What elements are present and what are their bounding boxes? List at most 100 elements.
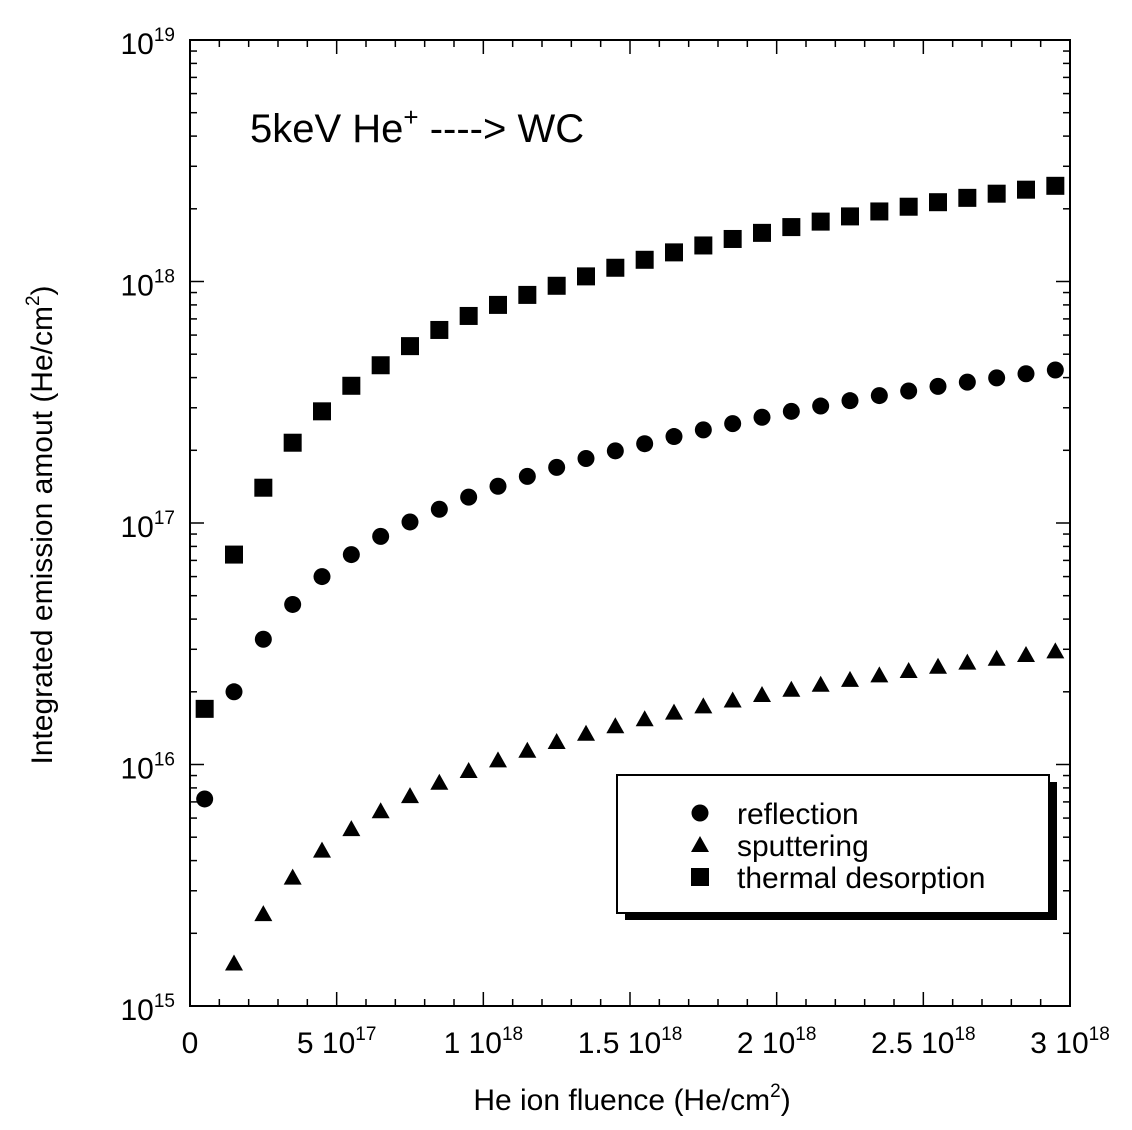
data-point-circle [665,428,683,446]
series-circle [196,361,1064,808]
data-point-square [753,223,771,242]
data-point-circle [372,527,390,545]
data-point-square [313,402,331,421]
x-tick-labels: 0 5 1017 1 1018 1.5 1018 2 1018 2.5 1018 3 101… [182,1024,1110,1060]
data-point-square [870,202,889,221]
x-tick-label: 5 1017 [297,1024,377,1060]
data-point-square [225,545,243,564]
data-point-circle [401,513,419,531]
data-point-circle [694,421,712,439]
data-point-circle [988,369,1006,387]
data-point-circle [636,435,654,453]
data-point-triangle [577,724,595,741]
annotation: 5keV He+ ----> WC [250,102,584,151]
data-point-square [987,184,1006,203]
data-point-circle [548,458,566,476]
y-tick-labels: 1015 1016 1017 1018 1019 [120,25,175,1027]
data-point-circle [900,382,918,400]
data-point-circle [342,546,360,564]
data-point-square [899,197,918,216]
data-point-circle [430,500,448,518]
x-tick-label: 1 1018 [444,1024,524,1060]
data-point-triangle [313,841,331,858]
data-point-triangle [1046,642,1065,659]
series-square [195,176,1065,718]
y-tick-label: 1019 [120,25,175,61]
data-point-triangle [694,697,713,714]
data-point-circle [1046,361,1064,379]
data-point-triangle [547,732,566,749]
data-point-triangle [401,787,419,804]
data-point-triangle [665,703,683,720]
x-axis-title: He ion fluence (He/cm2) [473,1081,790,1117]
x-tick-label: 3 1018 [1030,1024,1110,1060]
legend-box [616,774,1050,914]
data-point-circle [958,373,976,391]
data-point-square [342,376,361,395]
data-point-square [1046,176,1065,195]
legend-label: reflection [737,798,859,831]
x-tick-label: 0 [182,1027,199,1060]
data-point-square [811,212,830,231]
data-point-triangle [987,649,1006,666]
data-point-circle [606,442,624,460]
data-point-circle [518,467,536,485]
data-point-triangle [811,675,830,692]
data-point-triangle [518,741,537,758]
data-point-square [635,250,654,269]
data-point-square [459,306,478,325]
data-point-triangle [342,820,361,837]
data-point-circle [254,630,272,648]
data-point-circle [1017,365,1035,383]
data-point-square [430,320,449,339]
data-point-circle [460,488,478,506]
data-point-triangle [225,954,243,971]
data-point-square [782,218,801,237]
data-point-triangle [283,868,302,885]
data-point-circle [284,595,302,613]
data-point-triangle [841,670,859,687]
data-point-circle [196,790,214,808]
data-point-triangle [723,691,742,708]
y-tick-label: 1018 [120,267,175,303]
x-tick-label: 2.5 1018 [871,1024,976,1060]
data-point-triangle [606,717,625,734]
data-point-square [254,478,273,497]
legend-marker-square [691,868,709,886]
data-point-square [283,433,302,452]
data-point-square [606,258,625,277]
data-point-circle [724,415,742,433]
y-tick-label: 1015 [120,991,175,1027]
data-point-triangle [1017,646,1035,663]
data-point-square [958,188,977,207]
data-point-triangle [870,666,889,683]
data-point-square [195,699,214,718]
data-point-circle [577,449,595,467]
data-point-square [929,193,947,212]
data-point-square [1017,180,1035,199]
data-point-circle [870,387,888,405]
legend-marker-triangle [691,836,709,852]
x-tick-label: 2 1018 [737,1024,817,1060]
data-point-circle [225,683,243,701]
data-point-triangle [635,710,654,727]
data-point-square [694,236,713,255]
data-point-triangle [958,653,977,670]
data-point-circle [929,377,947,395]
data-point-circle [489,477,507,495]
data-point-square [723,229,742,248]
data-point-square [371,356,390,375]
data-point-triangle [430,773,449,790]
data-point-triangle [782,680,801,697]
data-point-square [489,295,507,314]
data-point-triangle [489,751,507,768]
y-axis-title: Integrated emission amout (He/cm2) [23,285,59,764]
data-point-triangle [753,685,771,702]
data-point-triangle [459,761,478,778]
series-triangle [225,642,1065,971]
x-tick-label: 1.5 1018 [578,1024,683,1060]
data-point-triangle [929,657,947,674]
